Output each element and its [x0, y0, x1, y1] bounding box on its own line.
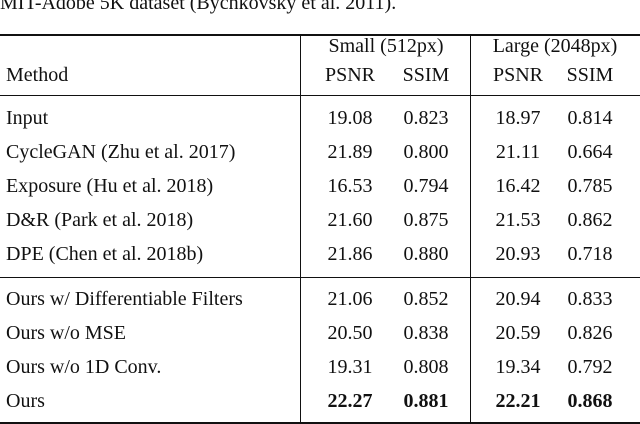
row-label: DPE (Chen et al. 2018b) — [6, 243, 204, 265]
column-header: SSIM — [402, 64, 450, 86]
cell: 0.881 — [403, 390, 449, 412]
cell: 21.60 — [327, 209, 373, 231]
row-label: Exposure (Hu et al. 2018) — [6, 175, 214, 197]
cell: 0.814 — [567, 107, 613, 129]
top-rule — [0, 34, 640, 36]
cell: 0.664 — [567, 141, 613, 163]
cell: 22.21 — [495, 390, 541, 412]
cell: 0.794 — [403, 175, 449, 197]
cell: 20.59 — [495, 322, 541, 344]
cell: 0.826 — [567, 322, 613, 344]
row-label: Ours w/o MSE — [6, 322, 127, 344]
row-label: Ours — [6, 390, 45, 412]
cell: 0.833 — [567, 288, 613, 310]
cell: 19.34 — [495, 356, 541, 378]
cell: 21.89 — [327, 141, 373, 163]
row-label: CycleGAN (Zhu et al. 2017) — [6, 141, 236, 163]
cell: 0.785 — [567, 175, 613, 197]
cell: 0.852 — [403, 288, 449, 310]
cell: 21.06 — [327, 288, 373, 310]
column-header: Method — [6, 64, 69, 86]
cell: 21.86 — [327, 243, 373, 265]
cell: 0.838 — [403, 322, 449, 344]
cell: 20.50 — [327, 322, 373, 344]
cell: 16.42 — [495, 175, 541, 197]
caption: MIT-Adobe 5K dataset (Bychkovsky et al. … — [0, 0, 397, 14]
column-header: PSNR — [492, 64, 544, 86]
group-header: Small (512px) — [328, 35, 444, 57]
cell: 20.94 — [495, 288, 541, 310]
cell: 0.823 — [403, 107, 449, 129]
cell: 0.718 — [567, 243, 613, 265]
cell: 0.862 — [567, 209, 613, 231]
bottom-rule — [0, 422, 640, 424]
column-header: SSIM — [566, 64, 614, 86]
column-header: PSNR — [324, 64, 376, 86]
row-label: D&R (Park et al. 2018) — [6, 209, 194, 231]
cell: 20.93 — [495, 243, 541, 265]
cell: 21.11 — [495, 141, 541, 163]
section-rule — [0, 277, 640, 278]
header-rule — [0, 95, 640, 96]
cell: 0.800 — [403, 141, 449, 163]
column-divider — [300, 35, 301, 424]
column-divider — [470, 35, 471, 424]
cell: 0.875 — [403, 209, 449, 231]
cell: 0.868 — [567, 390, 613, 412]
cell: 0.808 — [403, 356, 449, 378]
row-label: Ours w/ Differentiable Filters — [6, 288, 243, 310]
row-label: Input — [6, 107, 49, 129]
cell: 21.53 — [495, 209, 541, 231]
cell: 0.792 — [567, 356, 613, 378]
cell: 22.27 — [327, 390, 373, 412]
cell: 19.08 — [327, 107, 373, 129]
cell: 19.31 — [327, 356, 373, 378]
cell: 18.97 — [495, 107, 541, 129]
row-label: Ours w/o 1D Conv. — [6, 356, 162, 378]
group-header: Large (2048px) — [492, 35, 618, 57]
cell: 16.53 — [327, 175, 373, 197]
cell: 0.880 — [403, 243, 449, 265]
